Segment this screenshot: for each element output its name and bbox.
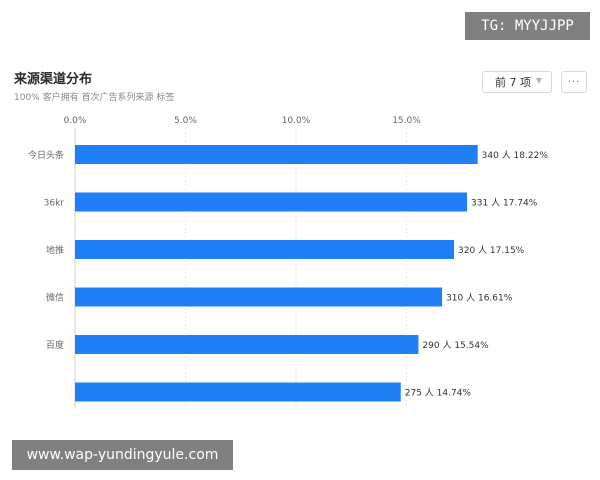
- bar-data-label: 320 人 17.15%: [458, 245, 525, 256]
- bar: [75, 382, 401, 402]
- x-tick-label: 0.0%: [64, 116, 87, 126]
- x-tick-label: 15.0%: [392, 116, 421, 126]
- more-options-button[interactable]: ···: [561, 71, 587, 93]
- x-tick-label: 10.0%: [282, 116, 311, 126]
- bar: [75, 192, 468, 212]
- chevron-down-icon: ▼: [535, 76, 542, 85]
- bar: [75, 240, 455, 259]
- watermark-bottom: www.wap-yundingyule.com: [12, 440, 233, 470]
- category-label: 36kr: [44, 199, 65, 209]
- category-label: 百度: [46, 339, 64, 351]
- category-label: 今日头条: [28, 149, 64, 161]
- bar-data-label: 290 人 15.54%: [422, 340, 489, 351]
- bar-data-label: 331 人 17.74%: [471, 198, 538, 209]
- bar-data-label: 310 人 16.61%: [446, 293, 513, 304]
- top-n-select[interactable]: 前 7 项 ▼: [482, 71, 552, 93]
- card-subtitle: 100% 客户拥有 首次广告系列来源 标签: [14, 93, 175, 103]
- category-label: 地推: [46, 244, 64, 256]
- bar-data-label: 340 人 18.22%: [482, 150, 549, 161]
- category-label: 微信: [46, 292, 64, 304]
- bar: [75, 145, 478, 164]
- watermark-top: TG: MYYJJPP: [465, 12, 590, 40]
- card-title: 来源渠道分布: [14, 72, 93, 87]
- bar: [75, 335, 419, 354]
- more-icon: ···: [567, 76, 581, 88]
- top-n-select-label: 前 7 项: [495, 76, 531, 89]
- bar-data-label: 275 人 14.74%: [405, 388, 472, 399]
- bar: [75, 287, 443, 307]
- x-tick-label: 5.0%: [174, 116, 197, 126]
